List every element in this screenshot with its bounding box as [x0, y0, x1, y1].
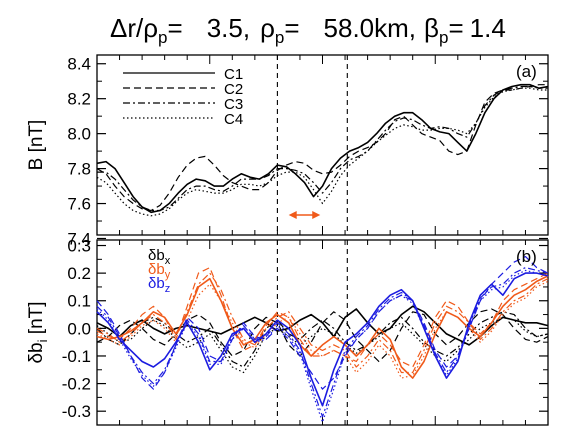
ytick-label: 0.0	[67, 319, 91, 338]
interval-arrow-head-right	[312, 211, 321, 219]
title-dr-eq: =	[168, 13, 183, 43]
series-line-c3	[97, 85, 548, 212]
panel-b-label: (b)	[516, 247, 537, 266]
legend-label-c2: C2	[224, 81, 243, 98]
ytick-label: 0.3	[67, 237, 91, 256]
legend-label-bx: δbx	[148, 247, 171, 267]
ytick-label: 8.0	[67, 125, 91, 144]
legend-label-base: δb	[148, 261, 165, 278]
ytick-label: -0.3	[62, 402, 91, 421]
title-beta: β	[424, 13, 439, 43]
legend-label-base: δb	[148, 247, 165, 264]
panel-a-ylabel: B [nT]	[26, 120, 47, 171]
series-line-c1	[96, 83, 549, 214]
ytick-label: 0.2	[67, 264, 91, 283]
series-line-c4	[96, 87, 548, 217]
title-beta-sub: p	[439, 28, 448, 47]
series-line-bz-c1	[96, 272, 549, 407]
ytick-label: -0.2	[62, 375, 91, 394]
panel-a-label: (a)	[516, 62, 537, 81]
title-dr-sub: p	[158, 28, 167, 47]
ytick-label: 7.6	[67, 195, 91, 214]
legend-label-sub: y	[165, 269, 171, 281]
series-line-bz-c4	[96, 269, 549, 423]
legend-label-by: δby	[148, 261, 171, 281]
panel-b-ylabel-unit: [nT]	[26, 301, 47, 339]
panel-b-ylabel: δbi [nT]	[26, 301, 50, 363]
legend-label-c3: C3	[224, 96, 243, 113]
title-dr: Δr/ρ	[110, 13, 158, 43]
ytick-label: 8.4	[67, 55, 91, 74]
series-line-bz-c3	[96, 267, 549, 418]
panel-b-axes: 0.3 0.2 0.1 0.0 -0.1 -0.2 -0.3	[62, 237, 549, 425]
legend-label-c4: C4	[224, 111, 243, 128]
ytick-label: 0.1	[67, 292, 91, 311]
series-line-by-c4	[96, 280, 549, 379]
series-line-by-c1	[96, 275, 549, 379]
title-beta-eq: =	[448, 13, 463, 43]
panel-b-ylabel-base: δb	[26, 342, 47, 363]
title-rho-sub: p	[275, 28, 284, 47]
ytick-label: -0.1	[62, 347, 91, 366]
legend-label-c1: C1	[224, 66, 243, 83]
legend-label-base: δb	[148, 275, 165, 292]
title-beta-value: 1.4	[470, 13, 506, 43]
interval-arrow-head-left	[288, 211, 297, 219]
figure-title: Δr/ρp= 3.5, ρp= 58.0km, βp= 1.4	[110, 13, 506, 47]
title-dr-value: 3.5,	[207, 13, 250, 43]
legend-label-bz: δbz	[148, 275, 170, 295]
legend-label-sub: z	[165, 283, 171, 295]
series-line-c2	[96, 84, 548, 212]
panel-b-series	[96, 256, 549, 423]
panel-b-ylabel-sub: i	[35, 339, 50, 342]
ytick-label: 7.8	[67, 160, 91, 179]
title-rho: ρ	[260, 13, 275, 43]
panel-a-series	[96, 83, 549, 217]
ytick-label: 7.4	[67, 229, 91, 248]
title-rho-eq: =	[284, 13, 299, 43]
series-line-by-c3	[96, 272, 549, 374]
legend-label-sub: x	[165, 255, 171, 267]
title-rho-value: 58.0km,	[324, 13, 417, 43]
ytick-label: 8.2	[67, 90, 91, 109]
panel-a-axes: 8.4 8.2 8.0 7.8 7.6 7.4	[67, 55, 549, 248]
